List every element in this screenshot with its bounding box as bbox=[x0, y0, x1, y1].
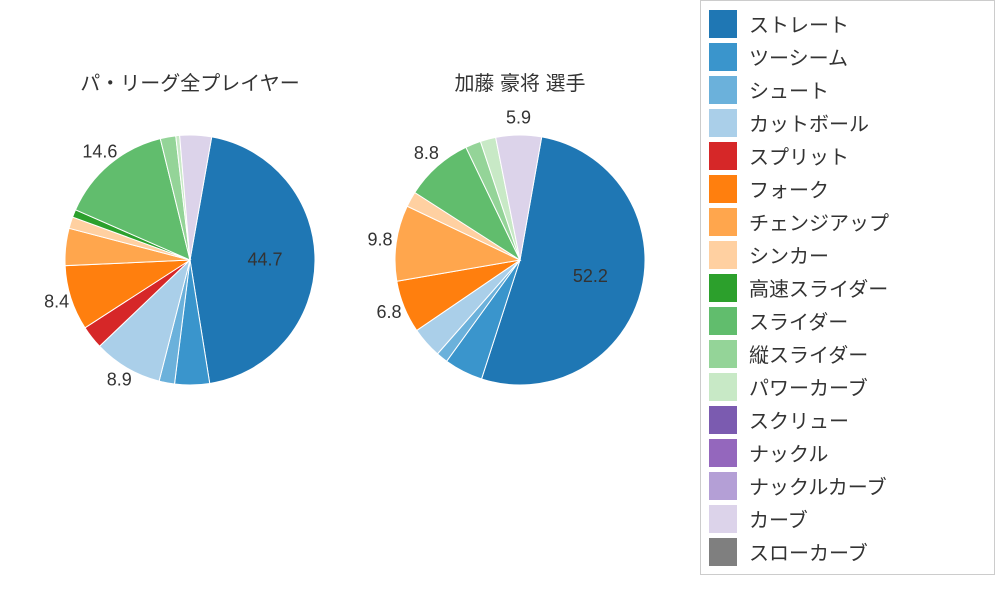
legend-swatch bbox=[709, 340, 737, 368]
legend-label: カーブ bbox=[749, 504, 808, 533]
legend-swatch bbox=[709, 208, 737, 236]
legend-label: ナックルカーブ bbox=[749, 471, 887, 500]
legend-label: パワーカーブ bbox=[749, 372, 868, 401]
legend-swatch bbox=[709, 406, 737, 434]
legend-swatch bbox=[709, 538, 737, 566]
pie-charts-svg: パ・リーグ全プレイヤー 44.7 8.9 8.4 14.6 加藤 豪将 選手 52.2 6.8… bbox=[0, 0, 690, 600]
legend-swatch bbox=[709, 76, 737, 104]
chart-container: パ・リーグ全プレイヤー 44.7 8.9 8.4 14.6 加藤 豪将 選手 52.2 6.8… bbox=[0, 0, 1000, 600]
legend-item: ナックル bbox=[709, 436, 986, 469]
legend-swatch bbox=[709, 241, 737, 269]
legend-swatch bbox=[709, 307, 737, 335]
legend-item: ナックルカーブ bbox=[709, 469, 986, 502]
legend-item: フォーク bbox=[709, 172, 986, 205]
pie-slice-label: 9.8 bbox=[368, 229, 393, 249]
pie-slice-label: 44.7 bbox=[247, 249, 282, 269]
legend-label: カットボール bbox=[749, 108, 869, 137]
legend-item: パワーカーブ bbox=[709, 370, 986, 403]
legend-swatch bbox=[709, 43, 737, 71]
legend-item: スクリュー bbox=[709, 403, 986, 436]
legend-item: チェンジアップ bbox=[709, 205, 986, 238]
legend-swatch bbox=[709, 505, 737, 533]
pie-slice-label: 14.6 bbox=[82, 142, 117, 162]
legend-label: フォーク bbox=[749, 174, 829, 203]
legend-item: スローカーブ bbox=[709, 535, 986, 568]
legend-label: ストレート bbox=[749, 9, 849, 38]
legend-item: ストレート bbox=[709, 7, 986, 40]
legend-swatch bbox=[709, 10, 737, 38]
legend-item: シンカー bbox=[709, 238, 986, 271]
legend-swatch bbox=[709, 439, 737, 467]
legend-swatch bbox=[709, 142, 737, 170]
legend-item: 縦スライダー bbox=[709, 337, 986, 370]
legend-item: スプリット bbox=[709, 139, 986, 172]
legend-swatch bbox=[709, 274, 737, 302]
legend-swatch bbox=[709, 175, 737, 203]
pie-title: 加藤 豪将 選手 bbox=[454, 72, 585, 95]
legend-label: 高速スライダー bbox=[749, 273, 888, 302]
pie-slice-label: 8.8 bbox=[414, 143, 439, 163]
legend-label: シュート bbox=[749, 75, 829, 104]
legend-label: スプリット bbox=[749, 141, 849, 170]
legend-label: ツーシーム bbox=[749, 42, 848, 71]
pie-title: パ・リーグ全プレイヤー bbox=[80, 72, 299, 95]
legend-label: ナックル bbox=[749, 438, 828, 467]
legend-label: スクリュー bbox=[749, 405, 849, 434]
legend-item: カットボール bbox=[709, 106, 986, 139]
legend-item: スライダー bbox=[709, 304, 986, 337]
legend-label: シンカー bbox=[749, 240, 829, 269]
pie-slice-label: 6.8 bbox=[377, 302, 402, 322]
legend-item: ツーシーム bbox=[709, 40, 986, 73]
legend: ストレートツーシームシュートカットボールスプリットフォークチェンジアップシンカー… bbox=[700, 0, 995, 575]
legend-swatch bbox=[709, 373, 737, 401]
legend-item: 高速スライダー bbox=[709, 271, 986, 304]
legend-swatch bbox=[709, 472, 737, 500]
legend-label: スライダー bbox=[749, 306, 848, 335]
pie-slice-label: 52.2 bbox=[573, 266, 608, 286]
pie-slice-label: 8.4 bbox=[44, 291, 69, 311]
legend-item: カーブ bbox=[709, 502, 986, 535]
legend-swatch bbox=[709, 109, 737, 137]
pie-slice-label: 8.9 bbox=[107, 370, 132, 390]
legend-label: スローカーブ bbox=[749, 537, 868, 566]
legend-label: チェンジアップ bbox=[749, 207, 889, 236]
pie-slice-label: 5.9 bbox=[506, 108, 531, 128]
legend-item: シュート bbox=[709, 73, 986, 106]
legend-label: 縦スライダー bbox=[749, 339, 868, 368]
